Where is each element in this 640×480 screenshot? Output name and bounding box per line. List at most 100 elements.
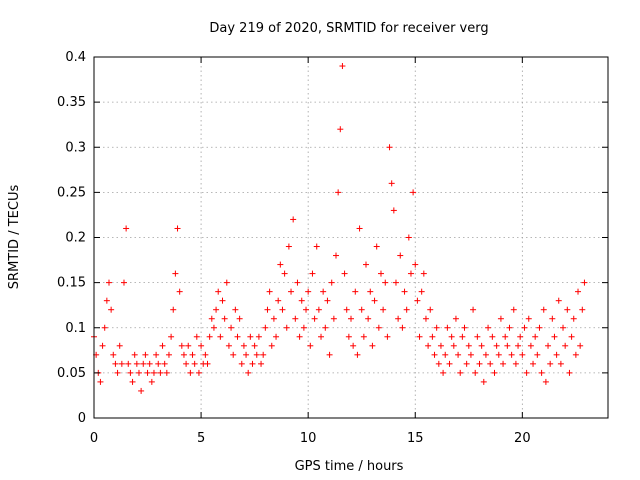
data-point — [350, 342, 357, 349]
data-point — [474, 333, 481, 340]
data-point — [536, 324, 543, 331]
data-point — [189, 351, 196, 358]
data-point — [99, 342, 106, 349]
data-point — [480, 378, 487, 385]
data-point — [401, 288, 408, 295]
data-point — [315, 306, 322, 313]
data-point — [457, 369, 464, 376]
data-point — [491, 369, 498, 376]
data-point — [420, 270, 427, 277]
x-tick-label: 10 — [300, 431, 317, 446]
data-point — [292, 315, 299, 322]
data-point — [144, 369, 151, 376]
data-point — [429, 333, 436, 340]
data-point — [298, 297, 305, 304]
data-point — [540, 306, 547, 313]
data-point — [103, 297, 110, 304]
data-point — [105, 279, 112, 286]
data-point — [442, 351, 449, 358]
data-point — [551, 333, 558, 340]
data-point — [369, 342, 376, 349]
data-point — [463, 360, 470, 367]
data-point — [506, 324, 513, 331]
data-point — [228, 324, 235, 331]
data-point — [183, 360, 190, 367]
data-point — [131, 351, 138, 358]
data-point — [382, 279, 389, 286]
data-point — [431, 351, 438, 358]
data-point — [523, 369, 530, 376]
data-point — [478, 342, 485, 349]
data-point — [118, 360, 125, 367]
data-point — [502, 333, 509, 340]
data-point — [345, 333, 352, 340]
data-point — [530, 360, 537, 367]
data-point — [260, 351, 267, 358]
data-point — [318, 333, 325, 340]
data-point — [405, 234, 412, 241]
x-tick-label: 20 — [514, 431, 531, 446]
data-point — [446, 360, 453, 367]
data-point — [305, 288, 312, 295]
x-axis-label: GPS time / hours — [295, 459, 404, 474]
data-point — [519, 351, 526, 358]
data-point — [500, 360, 507, 367]
chart-title: Day 219 of 2020, SRMTID for receiver ver… — [209, 21, 488, 36]
y-tick-label: 0 — [78, 411, 86, 426]
data-point — [553, 351, 560, 358]
data-point — [195, 369, 202, 376]
data-point — [217, 333, 224, 340]
data-point — [352, 288, 359, 295]
y-tick-label: 0.1 — [65, 321, 86, 336]
data-point — [515, 342, 522, 349]
data-point — [555, 297, 562, 304]
data-point — [232, 306, 239, 313]
data-point — [416, 333, 423, 340]
data-point — [414, 297, 421, 304]
data-point — [279, 306, 286, 313]
data-point — [362, 261, 369, 268]
data-point — [407, 270, 414, 277]
data-point — [534, 351, 541, 358]
data-point — [549, 315, 556, 322]
data-point — [412, 261, 419, 268]
data-point — [243, 351, 250, 358]
data-point — [127, 369, 134, 376]
data-point — [108, 306, 115, 313]
data-point — [193, 333, 200, 340]
data-point — [459, 333, 466, 340]
data-point — [377, 270, 384, 277]
data-point — [303, 306, 310, 313]
data-point — [493, 342, 500, 349]
data-point — [437, 342, 444, 349]
data-point — [476, 360, 483, 367]
data-point — [290, 216, 297, 223]
y-tick-label: 0.05 — [57, 366, 86, 381]
data-point — [202, 351, 209, 358]
data-point — [489, 333, 496, 340]
data-point — [371, 297, 378, 304]
data-point — [557, 360, 564, 367]
data-point — [161, 360, 168, 367]
data-point — [296, 333, 303, 340]
data-point — [354, 351, 361, 358]
data-point — [339, 63, 346, 70]
data-point — [251, 342, 258, 349]
data-point — [150, 369, 157, 376]
data-point — [313, 243, 320, 250]
data-point — [185, 342, 192, 349]
data-point — [101, 324, 108, 331]
y-tick-label: 0.4 — [65, 50, 86, 65]
data-point — [418, 288, 425, 295]
data-point — [245, 369, 252, 376]
data-point — [309, 270, 316, 277]
data-point — [204, 360, 211, 367]
data-point — [273, 333, 280, 340]
data-point — [133, 360, 140, 367]
data-point — [187, 369, 194, 376]
data-point — [326, 351, 333, 358]
data-point — [146, 360, 153, 367]
data-point — [433, 324, 440, 331]
data-point — [538, 369, 545, 376]
data-point — [215, 288, 222, 295]
